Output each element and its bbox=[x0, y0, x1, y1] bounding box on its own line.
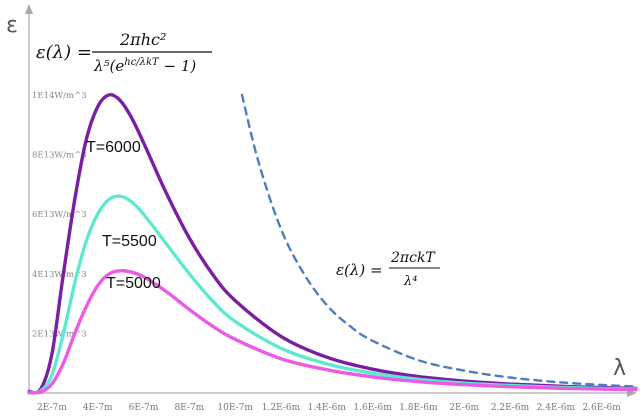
planck-numerator: 2πhc² bbox=[119, 30, 166, 49]
planck-denominator: λ⁵(ehc/λkT − 1) bbox=[93, 57, 196, 75]
x-tick-labels: 2E-7m 4E-7m 6E-7m 8E-7m 10E-7m 1.2E-6m 1.4E-6m… bbox=[37, 403, 621, 413]
series-line-rayleigh-jeans bbox=[240, 93, 638, 388]
x-tick-label: 1.8E-6m bbox=[399, 403, 438, 413]
rj-denominator: λ⁴ bbox=[403, 274, 417, 289]
x-tick-label: 6E-7m bbox=[129, 403, 159, 413]
planck-den-b: − 1) bbox=[159, 57, 197, 75]
x-tick-label: 1.4E-6m bbox=[308, 403, 347, 413]
y-axis-label: ε bbox=[6, 13, 18, 38]
series-line-t-5000 bbox=[27, 269, 638, 395]
rj-numerator: 2πckT bbox=[390, 250, 436, 266]
y-tick-label: 1E14W/m^3 bbox=[32, 91, 87, 101]
y-tick-labels: 2E13W/m^3 4E13W/m^3 6E13W/m^3 8E13W/m^3 1E14… bbox=[32, 91, 87, 339]
y-axis-arrow-icon bbox=[25, 4, 33, 14]
y-tick-label: 4E13W/m^3 bbox=[32, 270, 87, 280]
curve-label-6000: T=6000 bbox=[86, 139, 141, 156]
y-tick-label: 8E13W/m^3 bbox=[32, 151, 87, 161]
rayleigh-jeans-equation: ε(λ) = 2πckT λ⁴ bbox=[336, 250, 440, 289]
x-tick-label: 2.4E-6m bbox=[537, 403, 576, 413]
curve-label-5500: T=5500 bbox=[102, 233, 157, 250]
x-tick-label: 1.6E-6m bbox=[353, 403, 392, 413]
planck-den-a: λ⁵(e bbox=[93, 57, 124, 75]
x-tick-label: 4E-7m bbox=[83, 403, 113, 413]
series-lines bbox=[27, 93, 638, 395]
planck-den-exp: hc/λkT bbox=[124, 57, 160, 68]
rj-lhs: ε(λ) = bbox=[336, 261, 383, 279]
curve-label-5000: T=5000 bbox=[106, 275, 161, 292]
x-tick-label: 2.2E-6m bbox=[491, 403, 530, 413]
series-line-t-6000 bbox=[27, 93, 638, 395]
x-axis-label: λ bbox=[613, 356, 626, 381]
x-tick-label: 2.6E-6m bbox=[582, 403, 621, 413]
x-tick-label: 2E-7m bbox=[37, 403, 67, 413]
y-tick-label: 2E13W/m^3 bbox=[32, 329, 87, 339]
planck-equation: ε(λ) = 2πhc² λ⁵(ehc/λkT − 1) bbox=[36, 30, 212, 75]
x-tick-label: 10E-7m bbox=[217, 403, 253, 413]
planck-lhs: ε(λ) = bbox=[36, 42, 92, 63]
x-tick-label: 1.2E-6m bbox=[262, 403, 301, 413]
x-tick-label: 8E-7m bbox=[174, 403, 204, 413]
y-tick-label: 6E13W/m^3 bbox=[32, 210, 87, 220]
x-tick-label: 2E-6m bbox=[449, 403, 479, 413]
series-line-t-5500 bbox=[27, 194, 638, 395]
